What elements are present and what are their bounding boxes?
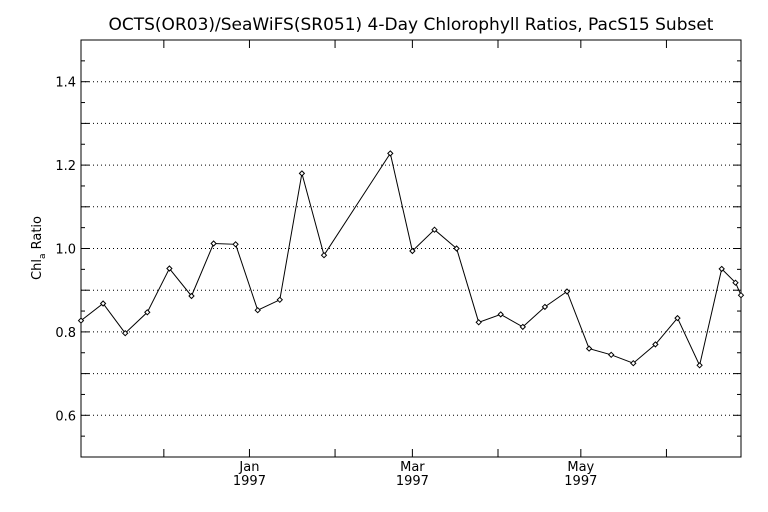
plot-frame <box>80 39 742 458</box>
data-point <box>232 241 239 248</box>
data-point <box>585 345 593 352</box>
data-point <box>276 296 284 304</box>
series-group <box>77 150 745 369</box>
x-tick-label: Jan <box>238 460 259 475</box>
data-point <box>77 317 85 324</box>
data-point <box>630 359 637 367</box>
data-point <box>732 279 739 286</box>
data-point <box>188 292 195 300</box>
x-tick-year-label: 1997 <box>564 474 597 489</box>
data-point <box>320 251 328 259</box>
x-tick-year-label: 1997 <box>233 474 266 489</box>
data-point <box>718 265 725 273</box>
x-tick-label: Mar <box>400 460 425 475</box>
data-point <box>475 319 482 326</box>
y-tick-label: 1.4 <box>55 76 76 91</box>
data-point <box>652 341 659 348</box>
data-point <box>431 226 438 233</box>
y-axis-label: Chla Ratio <box>30 216 48 280</box>
data-point <box>453 245 460 252</box>
data-point <box>563 288 571 295</box>
y-axis: 0.6 0.8 1.0 1.2 1.4 <box>55 39 741 458</box>
data-point <box>121 329 129 337</box>
data-point <box>144 309 151 316</box>
x-tick-label: May <box>567 460 594 475</box>
x-tick-year-label: 1997 <box>396 474 429 489</box>
data-point <box>674 314 681 322</box>
data-point <box>254 306 261 314</box>
data-point <box>737 291 745 299</box>
y-tick-label: 0.8 <box>55 326 76 341</box>
data-point <box>497 311 504 318</box>
data-point <box>298 170 306 177</box>
data-point <box>387 150 394 157</box>
data-point <box>99 300 107 307</box>
y-tick-label: 1.0 <box>55 243 76 258</box>
data-point <box>541 303 549 311</box>
chart-title: OCTS(OR03)/SeaWiFS(SR051) 4-Day Chloroph… <box>109 15 714 35</box>
data-point <box>210 240 217 247</box>
data-point <box>607 351 615 359</box>
data-point <box>409 247 416 255</box>
data-point <box>696 362 703 369</box>
data-point <box>519 323 527 331</box>
data-point <box>166 265 173 272</box>
grid-lines <box>81 81 741 416</box>
y-tick-label: 1.2 <box>55 159 76 174</box>
y-tick-label: 0.6 <box>55 409 76 424</box>
series-line <box>80 152 742 367</box>
